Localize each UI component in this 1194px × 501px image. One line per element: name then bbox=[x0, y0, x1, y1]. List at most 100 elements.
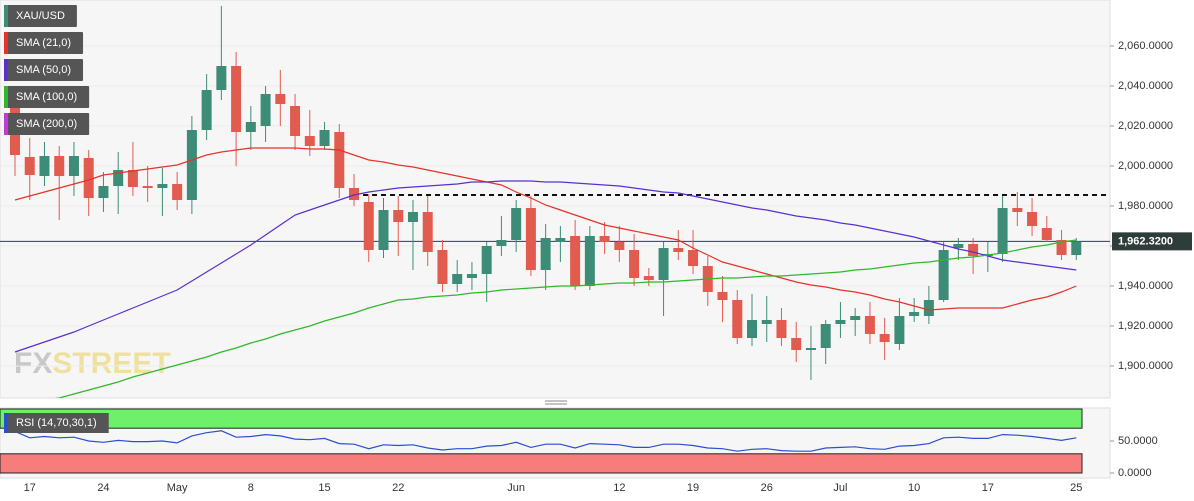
candle-body bbox=[629, 250, 640, 278]
legend-box bbox=[4, 413, 109, 433]
candle-body bbox=[39, 156, 50, 176]
candle-body bbox=[968, 244, 979, 256]
legend-label: SMA (21,0) bbox=[16, 37, 71, 49]
candle-body bbox=[614, 242, 625, 250]
candle-body bbox=[599, 236, 610, 242]
legend-label: XAU/USD bbox=[16, 10, 65, 22]
y-tick-label: 1,900.0000 bbox=[1118, 360, 1173, 372]
candle-body bbox=[319, 130, 330, 146]
y-tick-label: 2,020.0000 bbox=[1118, 120, 1173, 132]
legend-item: SMA (200,0) bbox=[4, 113, 90, 135]
candle-body bbox=[142, 186, 153, 188]
candle-body bbox=[275, 94, 286, 104]
candle-body bbox=[923, 300, 934, 316]
candle-body bbox=[452, 274, 463, 284]
candle-body bbox=[157, 184, 168, 188]
legend-label: SMA (200,0) bbox=[16, 118, 77, 130]
candle-body bbox=[997, 208, 1008, 254]
candle-body bbox=[393, 210, 404, 222]
legend-item: RSI (14,70,30,1) bbox=[4, 413, 109, 433]
candle-body bbox=[732, 300, 743, 338]
candle-body bbox=[1056, 240, 1067, 255]
candle-body bbox=[643, 276, 654, 280]
sma-line bbox=[14, 147, 1077, 311]
candle-body bbox=[216, 66, 227, 90]
y-tick-label: 1,920.0000 bbox=[1118, 320, 1173, 332]
candle-body bbox=[820, 324, 831, 348]
candle-body bbox=[304, 136, 315, 146]
sma-line bbox=[14, 180, 1077, 353]
y-tick-label: 2,060.0000 bbox=[1118, 40, 1173, 52]
candle-body bbox=[334, 132, 345, 188]
legend-swatch bbox=[4, 413, 8, 433]
x-tick-label: 19 bbox=[687, 482, 699, 494]
plot-area bbox=[0, 0, 1111, 399]
candle-body bbox=[481, 246, 492, 274]
candle-body bbox=[688, 250, 699, 266]
candle-body bbox=[466, 274, 477, 278]
rsi-oversold-band bbox=[0, 453, 1083, 474]
candle-body bbox=[113, 170, 124, 186]
legend-label: RSI (14,70,30,1) bbox=[16, 417, 97, 429]
candle-body bbox=[24, 157, 35, 175]
candle-body bbox=[407, 212, 418, 222]
candle-body bbox=[231, 66, 242, 132]
candle-body bbox=[850, 316, 861, 320]
candle-body bbox=[525, 208, 536, 270]
candle-body bbox=[570, 236, 581, 286]
candle-body bbox=[422, 212, 433, 252]
candle-body bbox=[658, 248, 669, 280]
x-tick-label: 8 bbox=[248, 482, 254, 494]
candle-body bbox=[1027, 212, 1038, 226]
price-tag-label: 1,962.3200 bbox=[1118, 235, 1173, 247]
rsi-y-tick-label: 0.0000 bbox=[1118, 467, 1152, 479]
candle-body bbox=[864, 316, 875, 334]
x-tick-label: May bbox=[167, 482, 188, 494]
candle-body bbox=[363, 202, 374, 250]
candle-body bbox=[540, 238, 551, 270]
watermark-part: STREET bbox=[52, 347, 170, 380]
legend-box bbox=[4, 86, 90, 108]
candle-body bbox=[953, 244, 964, 248]
rsi-overbought-band bbox=[0, 408, 1083, 429]
candle-body bbox=[68, 156, 79, 176]
y-tick-label: 2,040.0000 bbox=[1118, 80, 1173, 92]
sma-line bbox=[54, 239, 1077, 398]
legend-box bbox=[4, 5, 77, 27]
legend-box bbox=[4, 59, 84, 81]
x-tick-label: 17 bbox=[24, 482, 36, 494]
candle-body bbox=[776, 320, 787, 338]
candle-body bbox=[54, 156, 65, 176]
legend-swatch bbox=[4, 113, 8, 135]
x-tick-label: Jun bbox=[507, 482, 525, 494]
resize-handle[interactable] bbox=[545, 400, 567, 405]
x-tick-label: 15 bbox=[318, 482, 330, 494]
legend-swatch bbox=[4, 32, 8, 54]
candle-body bbox=[496, 240, 507, 246]
candle-body bbox=[201, 90, 212, 130]
candle-body bbox=[245, 122, 256, 132]
rsi-y-tick-label: 50.0000 bbox=[1118, 435, 1158, 447]
candle-body bbox=[1071, 241, 1082, 255]
y-tick-label: 2,000.0000 bbox=[1118, 160, 1173, 172]
candle-body bbox=[127, 170, 138, 187]
candle-body bbox=[555, 238, 566, 242]
candle-body bbox=[909, 312, 920, 316]
legend-box bbox=[4, 113, 90, 135]
candle-body bbox=[290, 106, 301, 136]
candle-body bbox=[938, 250, 949, 300]
candle-body bbox=[835, 320, 846, 324]
candle-body bbox=[791, 338, 802, 350]
candle-body bbox=[673, 248, 684, 252]
rsi-line bbox=[14, 430, 1077, 452]
x-tick-label: 24 bbox=[97, 482, 109, 494]
legend-item: SMA (100,0) bbox=[4, 86, 90, 108]
candle-body bbox=[894, 316, 905, 344]
candle-body bbox=[747, 320, 757, 338]
legend-item: XAU/USD bbox=[4, 5, 77, 27]
legend-swatch bbox=[4, 86, 8, 108]
candle-body bbox=[349, 188, 360, 200]
candle-body bbox=[717, 292, 728, 300]
candle-body bbox=[584, 236, 595, 286]
x-tick-label: Jul bbox=[833, 482, 847, 494]
